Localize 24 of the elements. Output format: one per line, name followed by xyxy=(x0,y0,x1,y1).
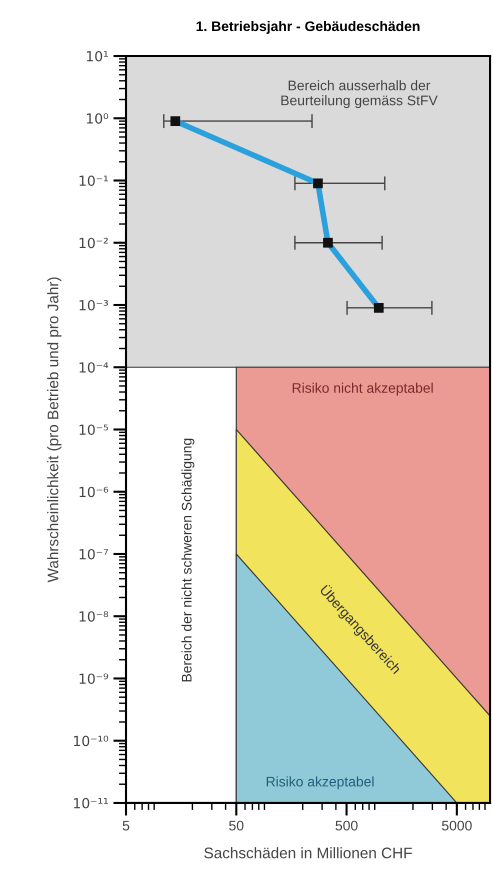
x-tick-label: 5 xyxy=(122,820,130,831)
y-tick-label: 10⁻⁷ xyxy=(80,548,108,560)
y-tick-label: 10⁻¹¹ xyxy=(74,798,108,808)
annotation: Risiko akzeptabel xyxy=(266,776,374,790)
y-tick-label: 10⁻⁴ xyxy=(80,362,108,373)
annotation: Risiko nicht akzeptabel xyxy=(292,382,433,396)
y-tick-label: 10⁰ xyxy=(86,113,108,124)
y-tick-label: 10¹ xyxy=(86,50,108,62)
y-tick-label: 10⁻² xyxy=(80,238,108,248)
annotation: Bereich ausserhalb der Beurteilung gemäss StFV xyxy=(281,80,438,108)
x-tick-label: 500 xyxy=(336,820,358,831)
x-tick-label: 5000 xyxy=(442,820,472,831)
y-tick-label: 10⁻⁶ xyxy=(80,486,108,498)
y-tick-label: 10⁻⁵ xyxy=(80,424,108,435)
y-tick-label: 10⁻¹⁰ xyxy=(74,736,108,746)
annotation: Bereich der nicht schweren Schädigung xyxy=(181,438,194,682)
chart-title: 1. Betriebsjahr - Gebäudeschäden xyxy=(196,20,420,34)
y-tick-label: 10⁻⁸ xyxy=(80,611,108,622)
x-tick-label: 50 xyxy=(229,820,244,831)
y-axis-title: Wahrscheinlichkeit (pro Betrieb und pro Jahr) xyxy=(47,277,62,582)
x-axis-title: Sachschäden in Millionen CHF xyxy=(204,847,412,858)
y-tick-label: 10⁻³ xyxy=(80,300,108,310)
y-tick-label: 10⁻¹ xyxy=(80,175,108,186)
y-tick-label: 10⁻⁹ xyxy=(80,673,108,684)
